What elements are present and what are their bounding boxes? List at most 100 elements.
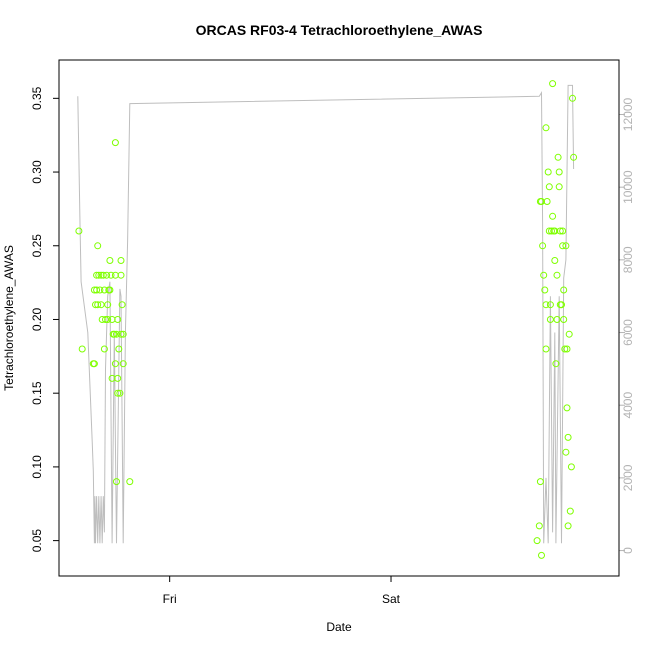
y-tick-label: 0.05	[30, 529, 44, 553]
data-point	[559, 227, 567, 235]
data-point	[118, 301, 126, 309]
series-line-path	[77, 84, 575, 544]
y-axis-right: 0 2000 4000 6000 8000 10000 12000	[618, 97, 635, 554]
y2-tick-label: 0	[621, 547, 635, 554]
data-point	[119, 330, 127, 338]
y-tick-label: 0.20	[30, 307, 44, 331]
data-point	[554, 153, 562, 161]
data-point	[565, 330, 573, 338]
data-point	[94, 301, 102, 309]
data-point	[556, 227, 564, 235]
data-point	[560, 286, 568, 294]
data-point	[97, 301, 105, 309]
data-point	[114, 374, 122, 382]
data-point	[564, 522, 572, 530]
data-point	[558, 301, 565, 309]
data-point	[96, 286, 104, 294]
data-point	[116, 389, 124, 397]
data-point	[78, 345, 86, 353]
plot-frame	[58, 59, 620, 577]
data-point	[564, 433, 572, 441]
data-point	[113, 330, 120, 338]
series-points	[75, 80, 578, 559]
data-point	[551, 257, 559, 264]
data-point	[555, 168, 563, 176]
chart-title: ORCAS RF03-4 Tetrachloroethylene_AWAS	[196, 22, 483, 38]
data-point	[570, 153, 578, 161]
data-point	[553, 316, 561, 323]
data-point	[567, 463, 575, 471]
data-point	[117, 257, 125, 264]
data-point	[540, 271, 548, 279]
data-point	[114, 389, 122, 397]
x-tick-label: Sat	[382, 592, 401, 606]
data-point	[100, 345, 108, 353]
data-point	[563, 404, 571, 412]
data-point	[560, 316, 568, 323]
data-point	[555, 183, 563, 191]
data-point	[94, 242, 102, 250]
y2-tick-label: 12000	[621, 97, 635, 131]
data-point	[563, 345, 571, 353]
data-point	[115, 345, 123, 353]
data-point	[566, 507, 574, 515]
data-point	[113, 478, 120, 486]
data-point	[548, 227, 555, 235]
y-tick-label: 0.35	[30, 86, 44, 110]
data-point	[549, 80, 557, 88]
data-point	[104, 301, 112, 309]
data-point	[117, 330, 125, 338]
data-point	[569, 94, 576, 102]
data-point	[561, 345, 569, 353]
y-axis-label: Tetrachloroethylene_AWAS	[2, 245, 16, 391]
data-point	[533, 537, 541, 545]
data-point	[536, 478, 544, 486]
data-point	[546, 301, 554, 309]
data-point	[126, 478, 134, 486]
data-point	[111, 360, 119, 368]
x-axis: Fri Sat	[163, 575, 401, 606]
y2-tick-label: 8000	[621, 246, 635, 273]
data-point	[103, 271, 111, 279]
y-tick-label: 0.25	[30, 234, 44, 258]
data-point	[562, 448, 570, 456]
data-point	[107, 271, 115, 279]
data-point	[90, 360, 98, 368]
data-point	[535, 522, 543, 530]
x-axis-label: Date	[326, 620, 352, 634]
data-point	[95, 271, 103, 279]
data-point	[119, 360, 127, 368]
data-point	[102, 316, 109, 323]
data-point	[544, 168, 552, 176]
data-point	[93, 271, 101, 279]
y-axis-left: 0.05 0.10 0.15 0.20 0.25 0.30 0.35	[30, 86, 60, 553]
data-point	[111, 139, 119, 147]
data-point	[93, 286, 101, 294]
data-point	[546, 316, 554, 323]
data-point	[542, 301, 550, 309]
y-tick-label: 0.10	[30, 455, 44, 479]
data-point	[99, 271, 107, 279]
y2-tick-label: 10000	[621, 170, 635, 204]
data-point	[553, 271, 561, 279]
data-point	[562, 242, 570, 250]
data-point	[559, 242, 567, 250]
x-tick-label: Fri	[163, 592, 177, 606]
data-point	[549, 212, 557, 220]
data-point	[543, 198, 551, 205]
data-point	[114, 316, 122, 323]
y-tick-label: 0.15	[30, 381, 44, 405]
data-point	[117, 271, 125, 279]
data-point	[75, 227, 83, 235]
data-point	[110, 330, 118, 338]
data-point	[542, 345, 550, 353]
data-point	[106, 257, 114, 264]
y2-tick-label: 4000	[621, 392, 635, 419]
data-point	[545, 183, 553, 191]
data-point	[106, 286, 114, 294]
data-point	[542, 124, 550, 132]
data-point	[539, 242, 547, 250]
y2-tick-label: 6000	[621, 319, 635, 346]
data-point	[104, 316, 112, 323]
